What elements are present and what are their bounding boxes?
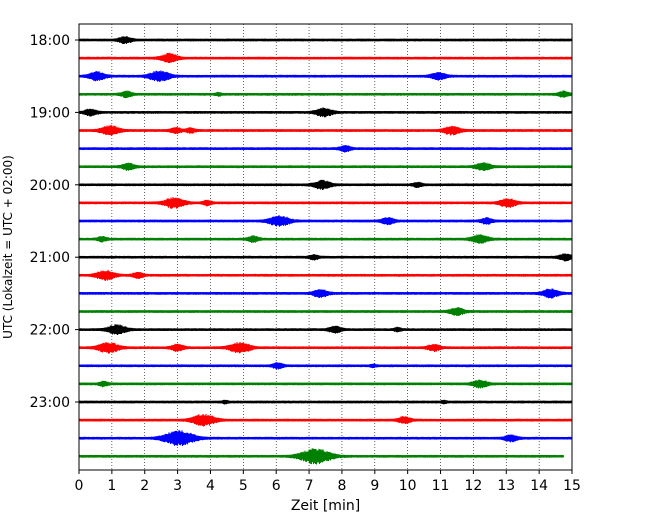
y-tick-label: 19:00 (30, 105, 70, 121)
x-tick-label: 8 (337, 478, 346, 494)
x-tick-label: 15 (563, 478, 581, 494)
y-tick-label: 18:00 (30, 33, 70, 49)
x-tick-label: 10 (399, 478, 417, 494)
x-tick-label: 2 (140, 478, 149, 494)
x-tick-label: 1 (107, 478, 116, 494)
x-tick-label: 6 (272, 478, 281, 494)
x-tick-label: 11 (432, 478, 450, 494)
x-tick-label: 5 (239, 478, 248, 494)
y-tick-label: 22:00 (30, 323, 70, 339)
x-tick-label: 12 (464, 478, 482, 494)
x-tick-label: 9 (370, 478, 379, 494)
x-tick-label: 13 (497, 478, 515, 494)
grid-lines (111, 24, 540, 470)
y-axis-label: UTC (Lokalzeit = UTC + 02:00) (1, 155, 15, 339)
y-tick-label: 21:00 (30, 250, 70, 266)
y-tick-label: 20:00 (30, 178, 70, 194)
x-tick-label: 3 (173, 478, 182, 494)
plot-frame (78, 23, 573, 471)
y-tick-label: 23:00 (30, 395, 70, 411)
x-axis-label: Zeit [min] (291, 498, 360, 514)
x-tick-label: 14 (530, 478, 548, 494)
x-axis: 0 1 2 3 4 5 6 7 8 9 10 11 12 13 14 15 (75, 470, 581, 494)
x-tick-label: 4 (206, 478, 215, 494)
traces-layer (78, 35, 573, 465)
x-tick-label: 7 (305, 478, 314, 494)
y-axis: 18:00 19:00 20:00 21:00 22:00 23:00 (30, 33, 79, 411)
x-tick-label: 0 (75, 478, 84, 494)
